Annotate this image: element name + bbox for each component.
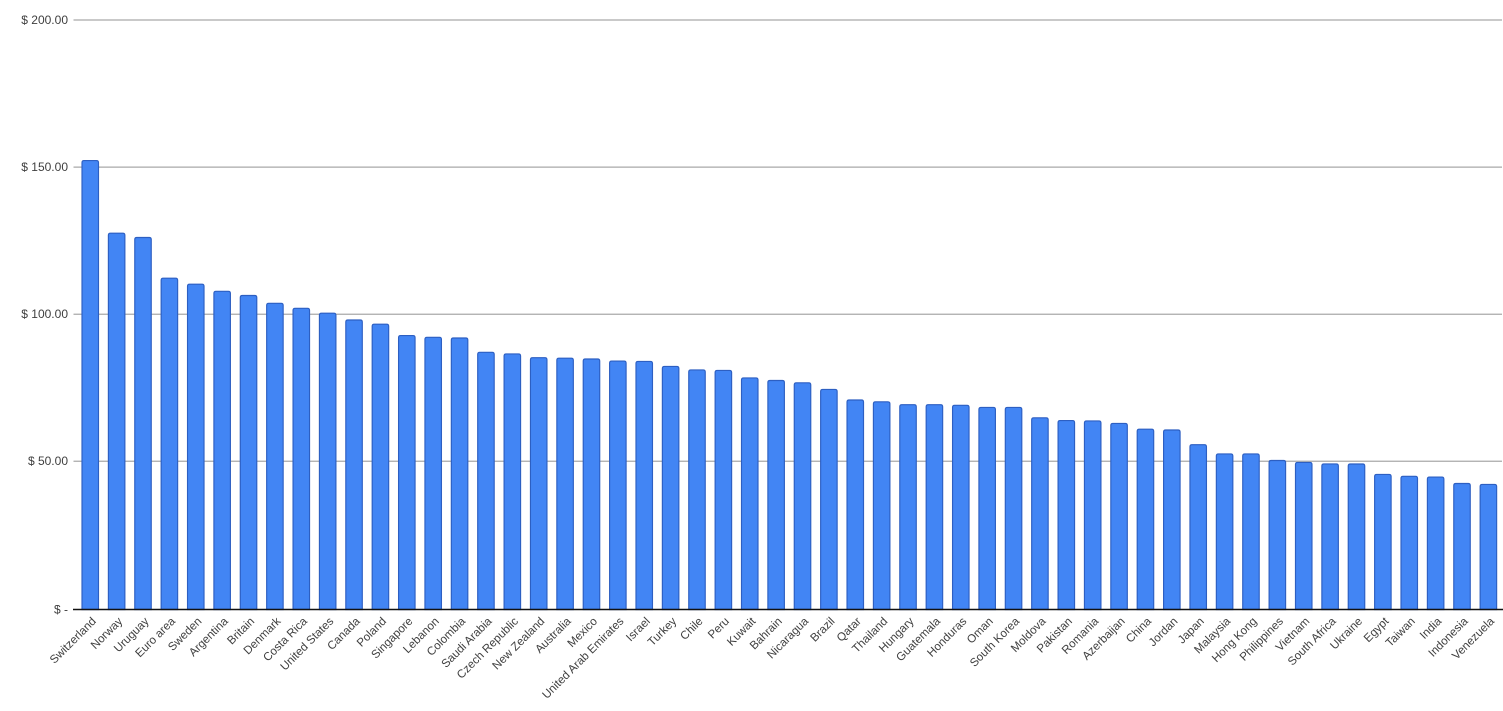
svg-text:$ 150.00: $ 150.00 [21,160,68,174]
svg-text:$ 100.00: $ 100.00 [21,307,68,321]
svg-text:$ 50.00: $ 50.00 [28,454,68,468]
svg-text:$ -: $ - [54,602,68,616]
svg-text:$ 200.00: $ 200.00 [21,13,68,27]
